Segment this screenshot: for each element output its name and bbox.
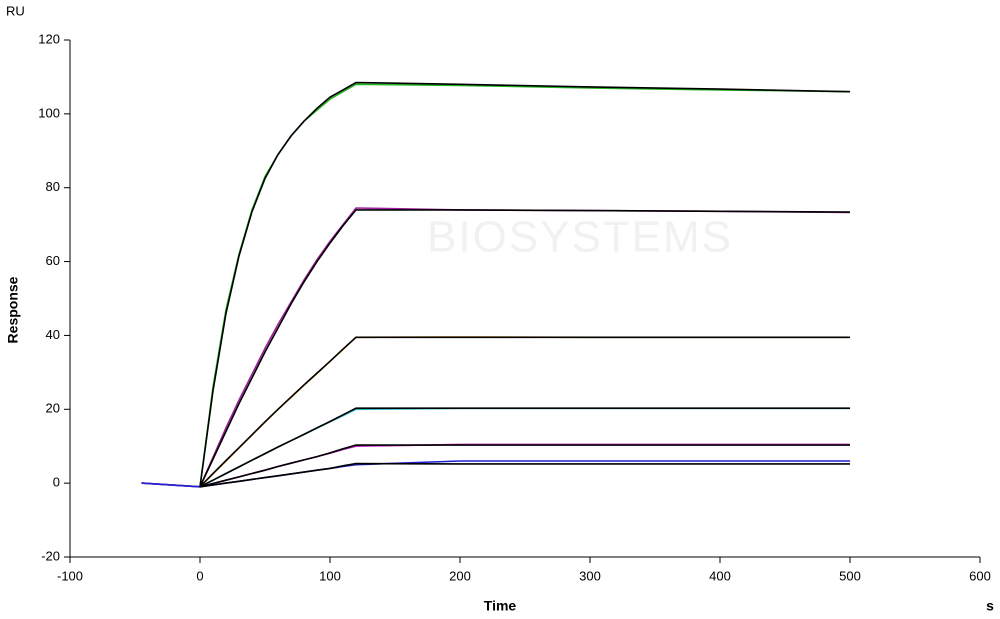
x-tick-label: 600	[969, 568, 991, 583]
x-tick-label: -100	[57, 568, 83, 583]
y-tick-label: -20	[41, 548, 60, 563]
x-tick-label: 200	[449, 568, 471, 583]
x-tick-label: 100	[319, 568, 341, 583]
sensorgram-line	[199, 81, 851, 487]
y-tick-label: 0	[53, 475, 60, 490]
y-tick-label: 20	[46, 401, 60, 416]
x-tick-label: 0	[196, 568, 203, 583]
x-unit-label: s	[986, 598, 994, 614]
y-tick-label: 120	[38, 31, 60, 46]
sensorgram-line	[199, 462, 850, 488]
sensorgram-line	[199, 407, 850, 488]
y-tick-label: 40	[46, 327, 60, 342]
y-tick-label: 80	[46, 179, 60, 194]
y-tick-label: 100	[38, 105, 60, 120]
sensorgram-line	[199, 444, 850, 488]
y-tick-label: 60	[46, 253, 60, 268]
x-axis-label: Time	[484, 598, 517, 614]
x-tick-label: 500	[839, 568, 861, 583]
x-tick-label: 400	[709, 568, 731, 583]
sensorgram-line	[199, 209, 851, 488]
y-unit-label: RU	[6, 3, 25, 18]
y-axis-label: Response	[5, 276, 21, 343]
sensorgram-line	[199, 336, 850, 488]
watermark: BIOSYSTEMS	[427, 213, 733, 262]
x-tick-label: 300	[579, 568, 601, 583]
sensorgram-line	[141, 83, 851, 488]
